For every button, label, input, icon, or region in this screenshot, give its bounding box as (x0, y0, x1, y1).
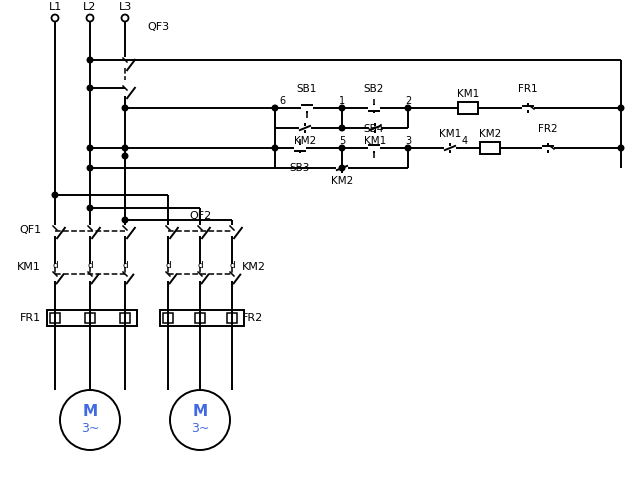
Circle shape (87, 165, 93, 171)
Text: FR2: FR2 (242, 313, 263, 323)
Bar (120, 313, 130, 323)
Text: 5: 5 (339, 136, 345, 146)
Text: KM2: KM2 (242, 262, 266, 272)
Circle shape (87, 57, 93, 63)
Bar (160, 310, 244, 326)
Text: 4: 4 (462, 136, 468, 146)
Text: KM1: KM1 (439, 129, 461, 139)
Bar (458, 102, 478, 114)
Text: d: d (229, 260, 235, 270)
Text: QF2: QF2 (189, 211, 211, 221)
Circle shape (122, 145, 128, 151)
Text: M: M (83, 405, 98, 420)
Text: 3: 3 (405, 136, 411, 146)
Text: KM2: KM2 (479, 129, 501, 139)
Text: L1: L1 (49, 2, 62, 12)
Text: 3~: 3~ (191, 422, 209, 435)
Text: L3: L3 (119, 2, 132, 12)
Circle shape (122, 217, 128, 223)
Circle shape (122, 153, 128, 159)
Circle shape (52, 192, 58, 198)
Bar (47, 310, 137, 326)
Text: 3~: 3~ (81, 422, 99, 435)
Text: FR2: FR2 (538, 124, 558, 134)
Text: KM1: KM1 (364, 136, 386, 146)
Text: M: M (192, 405, 208, 420)
Text: 6: 6 (279, 96, 285, 106)
Circle shape (339, 145, 345, 151)
Circle shape (87, 205, 93, 211)
Text: d: d (87, 260, 93, 270)
Text: KM2: KM2 (294, 136, 316, 146)
Circle shape (405, 105, 411, 111)
Circle shape (339, 125, 345, 131)
Text: SB1: SB1 (297, 84, 317, 94)
Text: FR1: FR1 (20, 313, 41, 323)
Bar (50, 313, 60, 323)
Text: QF3: QF3 (147, 22, 169, 32)
Text: SB4: SB4 (364, 124, 384, 134)
Bar (163, 313, 173, 323)
Text: KM1: KM1 (457, 89, 479, 99)
Text: 1: 1 (339, 96, 345, 106)
Bar (227, 313, 237, 323)
Bar (195, 313, 205, 323)
Circle shape (272, 105, 278, 111)
Text: 2: 2 (405, 96, 411, 106)
Circle shape (87, 85, 93, 91)
Circle shape (339, 105, 345, 111)
Circle shape (339, 165, 345, 171)
Circle shape (618, 105, 624, 111)
Text: d: d (52, 260, 58, 270)
Text: QF1: QF1 (19, 225, 41, 235)
Bar (480, 142, 500, 154)
Text: FR1: FR1 (518, 84, 538, 94)
Text: SB3: SB3 (290, 163, 310, 173)
Circle shape (618, 145, 624, 151)
Bar (85, 313, 95, 323)
Circle shape (122, 105, 128, 111)
Circle shape (405, 145, 411, 151)
Text: KM1: KM1 (17, 262, 41, 272)
Text: d: d (165, 260, 171, 270)
Text: d: d (197, 260, 203, 270)
Text: L2: L2 (83, 2, 97, 12)
Circle shape (87, 145, 93, 151)
Text: KM2: KM2 (331, 176, 353, 186)
Text: SB2: SB2 (364, 84, 384, 94)
Circle shape (272, 145, 278, 151)
Text: d: d (122, 260, 128, 270)
